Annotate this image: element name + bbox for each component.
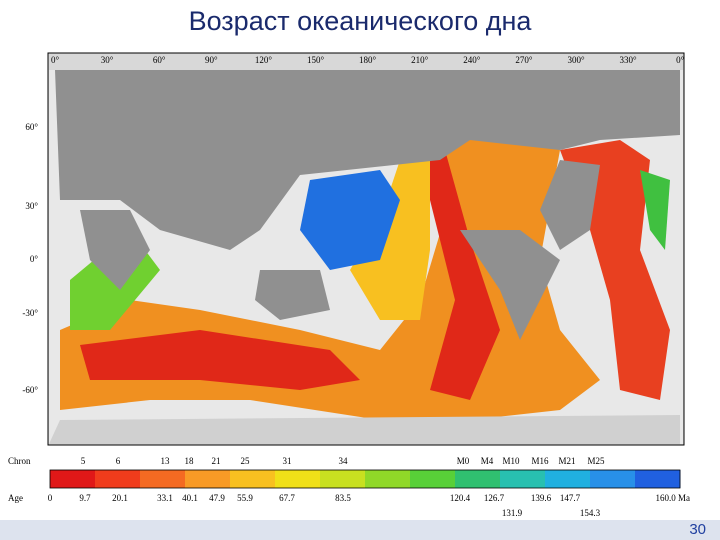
chron: 13 bbox=[161, 456, 171, 466]
longitude-label: 30° bbox=[101, 55, 114, 65]
longitude-label: 210° bbox=[411, 55, 429, 65]
chron: 31 bbox=[283, 456, 292, 466]
color-swatch bbox=[95, 470, 141, 488]
colorbar-frame bbox=[49, 469, 681, 489]
color-swatch bbox=[230, 470, 276, 488]
ridge-zone bbox=[80, 330, 360, 390]
chron: M0 bbox=[457, 456, 470, 466]
age: 160.0 Ma bbox=[656, 493, 691, 503]
longitude-label: 240° bbox=[463, 55, 481, 65]
color-swatch bbox=[365, 470, 411, 488]
age: 47.9 bbox=[209, 493, 225, 503]
slide-number: 30 bbox=[689, 521, 706, 538]
latitude-label: -30° bbox=[22, 308, 38, 318]
footer-bar bbox=[0, 520, 720, 540]
chron: 5 bbox=[81, 456, 86, 466]
chron: 34 bbox=[339, 456, 349, 466]
antarctic-shelf bbox=[49, 415, 680, 444]
age: 131.9 bbox=[502, 508, 523, 518]
chron: M21 bbox=[558, 456, 575, 466]
longitude-label: 120° bbox=[255, 55, 273, 65]
age: 154.3 bbox=[580, 508, 601, 518]
color-swatch bbox=[410, 470, 456, 488]
age: 9.7 bbox=[79, 493, 91, 503]
chron: M16 bbox=[531, 456, 549, 466]
color-swatch bbox=[545, 470, 591, 488]
latitude-label: -60° bbox=[22, 385, 38, 395]
latitude-label: 30° bbox=[25, 201, 38, 211]
longitude-label: 0° bbox=[676, 55, 685, 65]
age: 33.1 bbox=[157, 493, 173, 503]
chron: M10 bbox=[502, 456, 520, 466]
color-swatch bbox=[635, 470, 681, 488]
latitude-label: 0° bbox=[30, 254, 39, 264]
chron: 21 bbox=[212, 456, 221, 466]
color-swatch bbox=[50, 470, 96, 488]
chron: M4 bbox=[481, 456, 494, 466]
chron-label: Chron bbox=[8, 456, 31, 466]
age: 147.7 bbox=[560, 493, 581, 503]
old-seafloor bbox=[300, 170, 400, 270]
age: 67.7 bbox=[279, 493, 295, 503]
land bbox=[80, 160, 600, 340]
slide-title: Возраст океанического дна bbox=[189, 6, 533, 36]
longitude-label: 180° bbox=[359, 55, 377, 65]
age: 40.1 bbox=[182, 493, 198, 503]
latitude-label: 60° bbox=[25, 122, 38, 132]
age: 83.5 bbox=[335, 493, 351, 503]
longitude-label: 270° bbox=[515, 55, 533, 65]
age: 126.7 bbox=[484, 493, 505, 503]
chron: 25 bbox=[241, 456, 251, 466]
labels: 0° 30° 60° 90° 120° 150° 180° 210° 240° 270° 300° 3… bbox=[8, 55, 690, 518]
color-swatch bbox=[500, 470, 546, 488]
ocean-age bbox=[640, 170, 670, 250]
color-swatch bbox=[455, 470, 501, 488]
color-swatch bbox=[320, 470, 366, 488]
longitude-label: 90° bbox=[205, 55, 218, 65]
color-swatch bbox=[185, 470, 231, 488]
ocean-age bbox=[350, 150, 430, 320]
longitude-label: 0° bbox=[51, 55, 60, 65]
color-swatch bbox=[275, 470, 321, 488]
chron: 18 bbox=[185, 456, 195, 466]
color-swatch bbox=[140, 470, 186, 488]
land bbox=[55, 70, 680, 250]
longitude-label: 150° bbox=[307, 55, 325, 65]
longitude-label: 60° bbox=[153, 55, 166, 65]
age: 120.4 bbox=[450, 493, 471, 503]
age-label: Age bbox=[8, 493, 23, 503]
age: 20.1 bbox=[112, 493, 128, 503]
longitude-label: 330° bbox=[620, 55, 638, 65]
age: 55.9 bbox=[237, 493, 253, 503]
ridge-zone bbox=[420, 150, 500, 400]
age: 0 bbox=[48, 493, 53, 503]
chron: M25 bbox=[587, 456, 605, 466]
longitude-label: 300° bbox=[567, 55, 585, 65]
chron: 6 bbox=[116, 456, 121, 466]
age: 139.6 bbox=[531, 493, 552, 503]
color-swatch bbox=[590, 470, 636, 488]
map bbox=[47, 52, 685, 446]
